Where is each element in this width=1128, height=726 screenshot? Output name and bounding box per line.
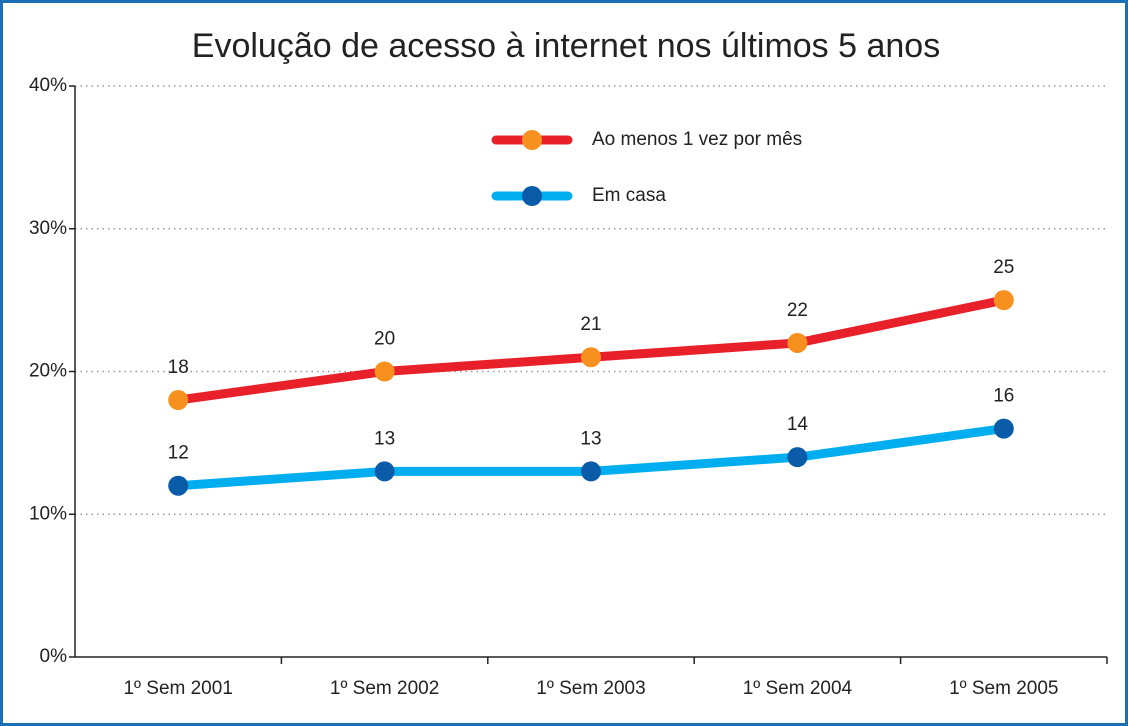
y-tick-label: 30% [29,218,67,239]
point [168,390,189,411]
data-label: 22 [787,300,808,321]
data-label: 18 [168,357,189,378]
data-label: 12 [168,443,189,464]
y-tick-label: 40% [29,75,67,96]
chart-title: Evolução de acesso à internet nos último… [192,27,940,65]
x-tick-label: 1º Sem 2001 [123,678,232,699]
point [374,361,395,382]
data-label: 25 [993,257,1014,278]
y-tick-label: 10% [29,503,67,524]
data-label: 13 [580,428,601,449]
legend-marker [522,186,542,206]
point [787,332,808,353]
x-tick-label: 1º Sem 2002 [330,678,439,699]
legend-label: Ao menos 1 vez por mês [592,129,802,150]
point [993,290,1014,311]
data-label: 13 [374,428,395,449]
y-tick-label: 0% [40,646,68,667]
point [581,461,601,482]
legend-label: Em casa [592,185,666,206]
point [993,418,1014,439]
data-label: 16 [993,386,1014,407]
data-label: 14 [787,414,809,435]
point [374,461,395,482]
point [168,475,189,496]
x-tick-label: 1º Sem 2005 [949,678,1058,699]
point [581,347,601,368]
point [787,447,808,468]
x-tick-label: 1º Sem 2004 [743,678,853,699]
data-label: 21 [580,314,601,335]
data-label: 20 [374,329,395,350]
x-tick-label: 1º Sem 2003 [536,678,645,699]
y-tick-label: 20% [29,361,67,382]
legend-marker [522,130,542,150]
